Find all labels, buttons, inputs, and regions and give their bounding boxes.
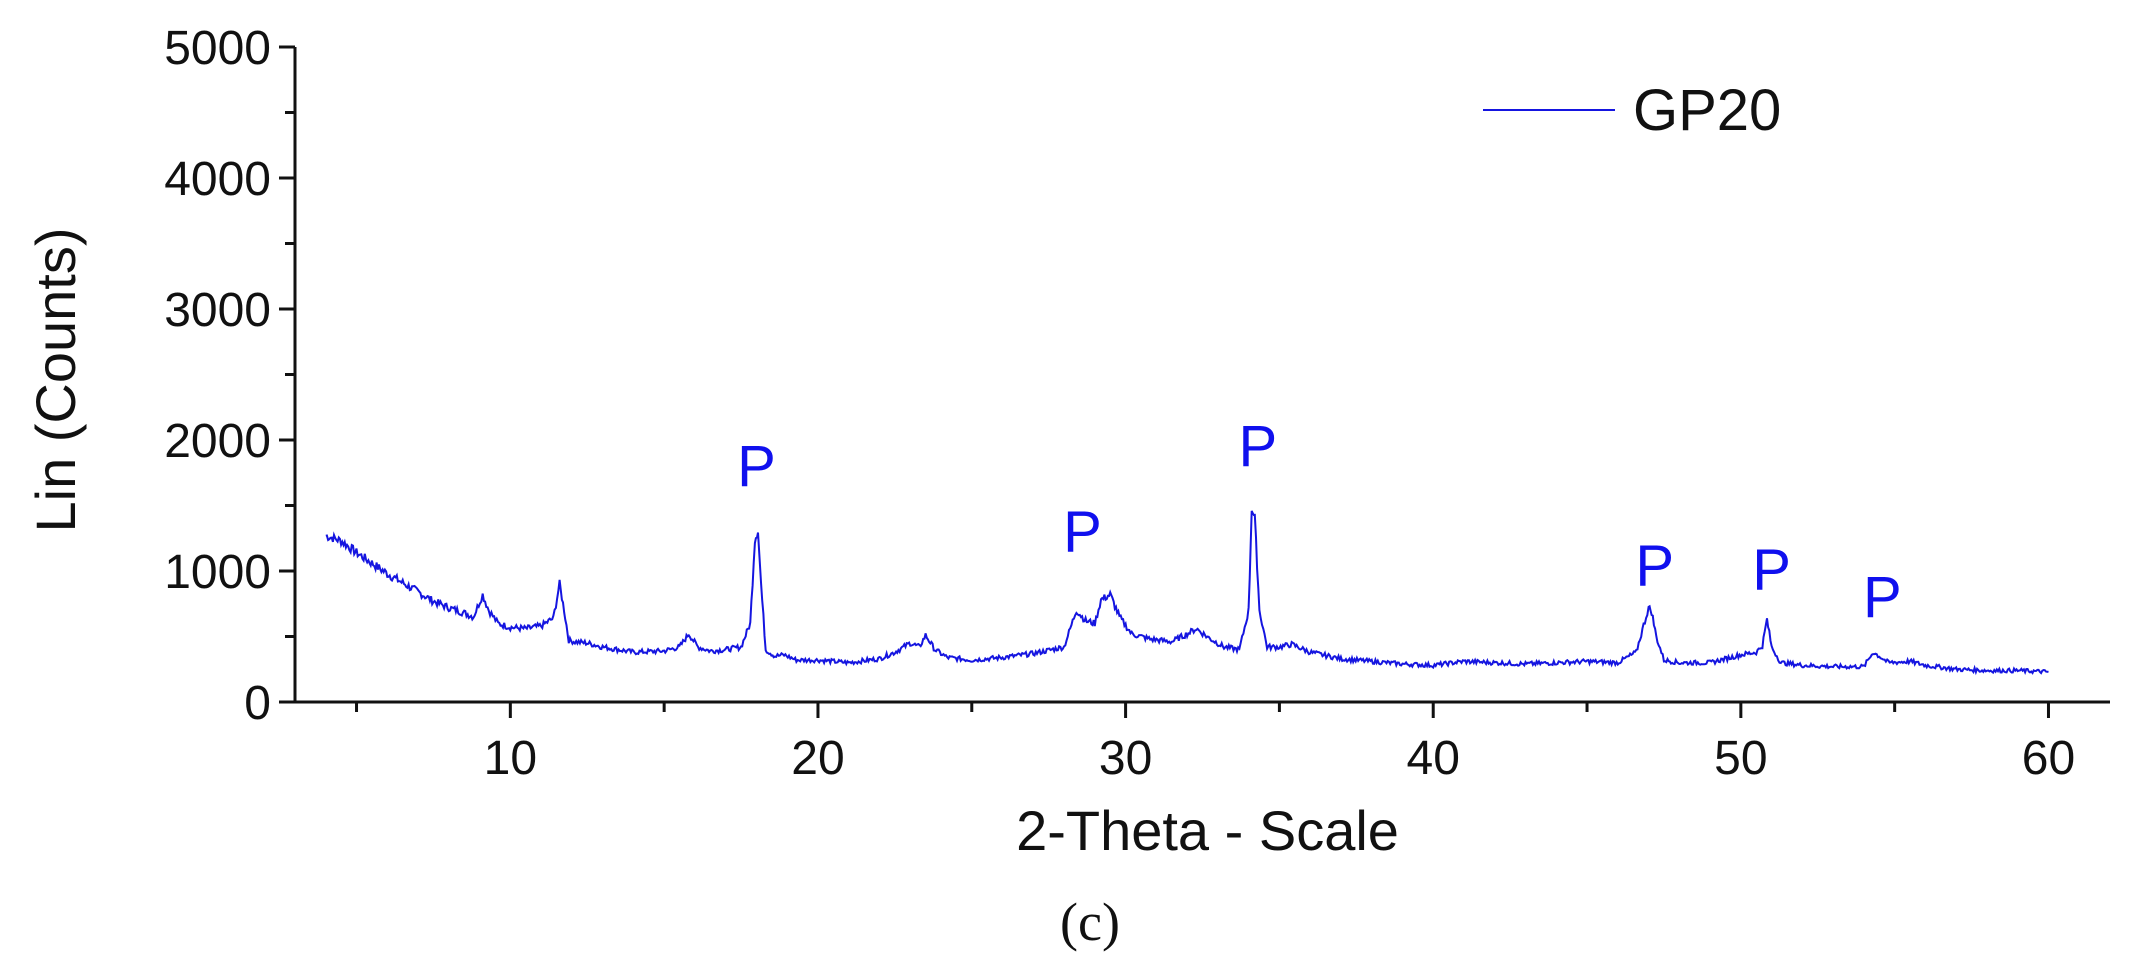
x-tick-label: 30 <box>1099 732 1152 785</box>
peak-label-p: P <box>1063 499 1102 564</box>
y-tick-label: 5000 <box>164 22 271 75</box>
peak-label-p: P <box>737 434 776 499</box>
y-tick-label: 1000 <box>164 546 271 599</box>
peak-label-p: P <box>1635 533 1674 598</box>
y-tick-label: 3000 <box>164 284 271 337</box>
x-tick-label: 40 <box>1407 732 1460 785</box>
y-tick-label: 0 <box>244 677 271 730</box>
legend-label-gp20: GP20 <box>1633 78 1781 143</box>
peak-annotations: P P P P P P <box>737 414 1902 630</box>
y-tick-label: 2000 <box>164 415 271 468</box>
x-tick-label: 10 <box>484 732 537 785</box>
x-tick-label: 20 <box>791 732 844 785</box>
axis-ticks-group <box>279 45 2050 718</box>
x-tick-label: 60 <box>2022 732 2075 785</box>
peak-label-p: P <box>1239 414 1278 479</box>
peak-label-p: P <box>1752 537 1791 602</box>
y-axis-title: Lin (Counts) <box>24 227 87 532</box>
legend: GP20 <box>1483 78 1781 143</box>
figure-caption: (c) <box>1060 892 1120 952</box>
tick-labels-group: 10 20 30 40 50 60 0 1000 2000 3000 4000 5000 <box>164 22 2075 785</box>
series-line-gp20 <box>325 510 2049 676</box>
peak-label-p: P <box>1863 565 1902 630</box>
y-tick-label: 4000 <box>164 153 271 206</box>
x-tick-label: 50 <box>1714 732 1767 785</box>
x-axis-title: 2-Theta - Scale <box>1016 799 1399 862</box>
